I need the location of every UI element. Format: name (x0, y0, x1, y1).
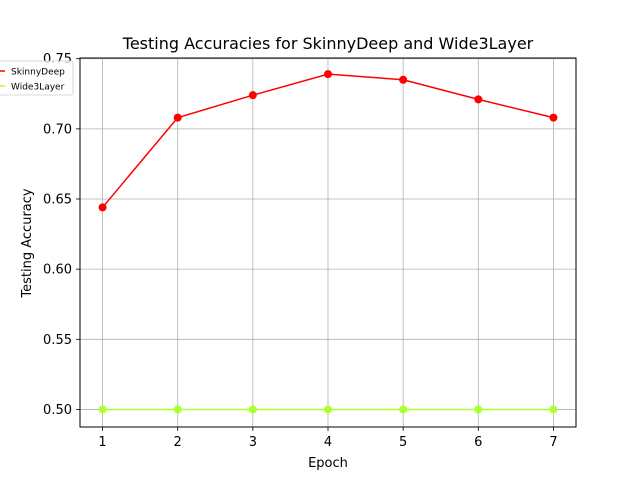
data-point-skinnydeep (173, 113, 182, 122)
series-layer (98, 70, 558, 414)
x-tick-label: 3 (249, 435, 257, 450)
data-point-wide3layer (399, 405, 408, 414)
x-tick-label: 5 (399, 435, 407, 450)
data-point-skinnydeep (324, 70, 332, 79)
x-tick-label: 7 (549, 435, 557, 450)
x-axis-label: Epoch (308, 456, 348, 471)
data-point-wide3layer (549, 405, 558, 414)
x-axis-ticks: 1 2 3 4 5 6 7 (98, 427, 558, 450)
data-point-skinnydeep (399, 75, 408, 84)
data-point-skinnydeep (98, 203, 107, 212)
legend-label-wide3layer: Wide3Layer (11, 83, 65, 93)
data-point-skinnydeep (549, 113, 558, 122)
y-tick-label: 0.50 (43, 403, 72, 418)
data-point-wide3layer (173, 405, 182, 414)
data-point-wide3layer (324, 405, 332, 414)
y-tick-label: 0.70 (43, 122, 72, 137)
data-point-wide3layer (474, 405, 483, 414)
data-point-skinnydeep (248, 91, 257, 100)
data-point-wide3layer (98, 405, 107, 414)
chart-title: Testing Accuracies for SkinnyDeep and Wi… (122, 34, 534, 53)
grid-lines (80, 58, 576, 427)
legend: SkinnyDeep Wide3Layer (0, 60, 74, 96)
y-tick-label: 0.60 (43, 263, 72, 278)
data-point-wide3layer (248, 405, 257, 414)
y-tick-label: 0.55 (43, 333, 72, 348)
x-tick-label: 2 (174, 435, 182, 450)
x-tick-label: 4 (324, 435, 332, 450)
y-axis-label: Testing Accuracy (20, 188, 35, 298)
y-tick-label: 0.65 (43, 193, 72, 208)
legend-label-skinnydeep: SkinnyDeep (11, 68, 65, 78)
x-tick-label: 6 (474, 435, 482, 450)
legend-frame (0, 60, 74, 96)
data-point-skinnydeep (474, 95, 483, 104)
x-tick-label: 1 (98, 435, 106, 450)
